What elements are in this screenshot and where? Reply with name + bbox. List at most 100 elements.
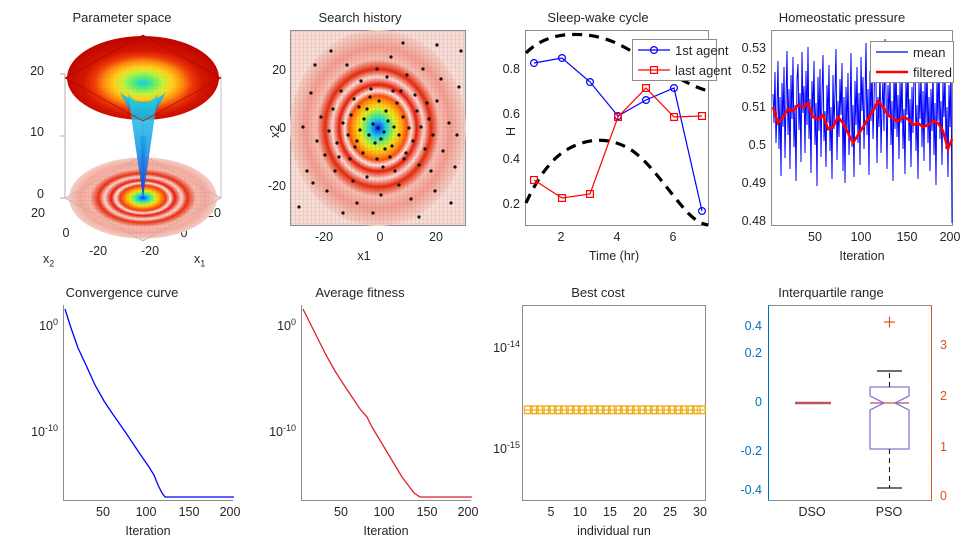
ytick-0: 0 xyxy=(62,226,70,240)
surface-plot-svg xyxy=(60,34,222,242)
ytick-20: 20 xyxy=(31,206,45,220)
ytick-053: 0.53 xyxy=(741,41,766,55)
ytick-0p4: 0.4 xyxy=(502,152,520,166)
ytick-05: 0.5 xyxy=(748,138,766,152)
legend-line-filtered xyxy=(875,66,909,78)
axis-label-x1: x1 xyxy=(194,252,206,269)
panel-homeostatic-pressure: Homeostatic pressure mean filtered xyxy=(722,8,962,270)
xtick-6: 6 xyxy=(669,230,677,244)
ytick-left-0p4: 0.4 xyxy=(744,319,762,333)
panel-title: Average fitness xyxy=(315,285,405,300)
ytick-left-m0p2: -0.2 xyxy=(740,444,762,458)
xtick-20: 20 xyxy=(633,505,647,519)
ytick-049: 0.49 xyxy=(741,176,766,190)
xtick-4: 4 xyxy=(613,230,621,244)
ytick-left-0p2: 0.2 xyxy=(744,346,762,360)
axes-box xyxy=(301,305,472,501)
xtick-15: 15 xyxy=(603,505,617,519)
axis-label-iteration: Iteration xyxy=(125,524,171,538)
ytick-1e-10: 10-10 xyxy=(269,422,296,440)
legend-label: 1st agent xyxy=(675,42,729,58)
xtick-200: 200 xyxy=(219,505,241,519)
legend-line-mean xyxy=(875,46,909,58)
ytick-0p6: 0.6 xyxy=(502,107,520,121)
axis-label-x2: x2 xyxy=(43,252,55,269)
ytick-m20: -20 xyxy=(88,244,108,258)
ytick-051: 0.51 xyxy=(741,100,766,114)
legend-item-1st-agent: 1st agent xyxy=(633,40,729,60)
sleep-wake-svg xyxy=(524,32,709,227)
xtick-20: 20 xyxy=(429,230,443,244)
ytick-20: 20 xyxy=(272,63,286,77)
ytick-right-1: 1 xyxy=(940,440,947,454)
axis-label-h: H xyxy=(504,126,518,136)
axes-box xyxy=(290,30,466,226)
ytick-052: 0.52 xyxy=(741,62,766,76)
xtick-100: 100 xyxy=(135,505,157,519)
panel-convergence-curve: Convergence curve 100 10-10 50 100 150 2… xyxy=(8,283,240,541)
ztick-20: 20 xyxy=(30,64,44,78)
xtick-pso: PSO xyxy=(875,505,903,519)
convergence-svg xyxy=(64,308,234,498)
xtick-200: 200 xyxy=(457,505,479,519)
search-history-svg xyxy=(290,30,466,226)
xtick-50: 50 xyxy=(808,230,822,244)
axes-box xyxy=(524,30,709,227)
ytick-048: 0.48 xyxy=(741,214,766,228)
legend-item-mean: mean xyxy=(871,42,953,62)
xtick-0: 0 xyxy=(376,230,384,244)
ytick-1e-14: 10-14 xyxy=(493,338,520,356)
ytick-1e-10: 10-10 xyxy=(31,422,58,440)
axis-label-iteration: Iteration xyxy=(839,249,885,263)
panel-interquartile-range: Interquartile range 0.4 0.2 xyxy=(722,283,970,541)
panel-title: Best cost xyxy=(571,285,625,300)
xtick-m20: -20 xyxy=(314,230,334,244)
panel-parameter-space: Parameter space 20 10 0 20 0 -20 -20 0 2… xyxy=(8,8,236,270)
legend-label: filtered xyxy=(913,64,953,80)
xtick-50: 50 xyxy=(334,505,348,519)
ytick-0p2: 0.2 xyxy=(502,197,520,211)
panel-title: Convergence curve xyxy=(65,285,179,300)
legend-marker-square xyxy=(637,64,671,76)
ytick-0: 0 xyxy=(279,121,286,135)
axis-label-individual-run: individual run xyxy=(577,524,651,538)
legend-label: mean xyxy=(913,44,946,60)
legend: mean filtered xyxy=(870,41,954,83)
xtick-150: 150 xyxy=(416,505,438,519)
xtick-dso: DSO xyxy=(798,505,826,519)
legend-label: last agent xyxy=(675,62,732,78)
xtick-50: 50 xyxy=(96,505,110,519)
ytick-1e-15: 10-15 xyxy=(493,439,520,457)
ytick-right-3: 3 xyxy=(940,338,947,352)
panel-title: Parameter space xyxy=(72,10,172,25)
axes-box xyxy=(522,305,706,501)
axis-label-x2: x2 xyxy=(268,124,282,138)
ytick-right-0: 0 xyxy=(940,489,947,503)
average-fitness-svg xyxy=(302,308,472,498)
panel-sleep-wake-cycle: Sleep-wake cycle xyxy=(484,8,732,270)
xtick-100: 100 xyxy=(373,505,395,519)
legend-item-last-agent: last agent xyxy=(633,60,731,80)
legend-item-filtered: filtered xyxy=(871,62,953,82)
axis-label-time: Time (hr) xyxy=(588,249,640,263)
best-cost-svg xyxy=(523,405,706,415)
xtick-100: 100 xyxy=(850,230,872,244)
panel-average-fitness: Average fitness 100 10-10 50 100 150 200… xyxy=(246,283,478,541)
panel-best-cost: Best cost xyxy=(484,283,712,541)
ytick-1e0: 100 xyxy=(277,316,296,334)
xtick-150: 150 xyxy=(896,230,918,244)
ytick-left-m0p4: -0.4 xyxy=(740,483,762,497)
xtick-10: 10 xyxy=(573,505,587,519)
boxplot-svg xyxy=(795,316,910,489)
axes-box xyxy=(768,305,932,501)
xtick-200: 200 xyxy=(939,230,961,244)
legend-marker-circle xyxy=(637,44,671,56)
xtick-150: 150 xyxy=(178,505,200,519)
panel-search-history: Search history xyxy=(246,8,474,270)
axes-box xyxy=(63,305,234,501)
ytick-1e0: 100 xyxy=(39,316,58,334)
xtick-m20: -20 xyxy=(140,244,160,258)
xtick-2: 2 xyxy=(557,230,565,244)
homeostatic-svg xyxy=(771,38,954,224)
